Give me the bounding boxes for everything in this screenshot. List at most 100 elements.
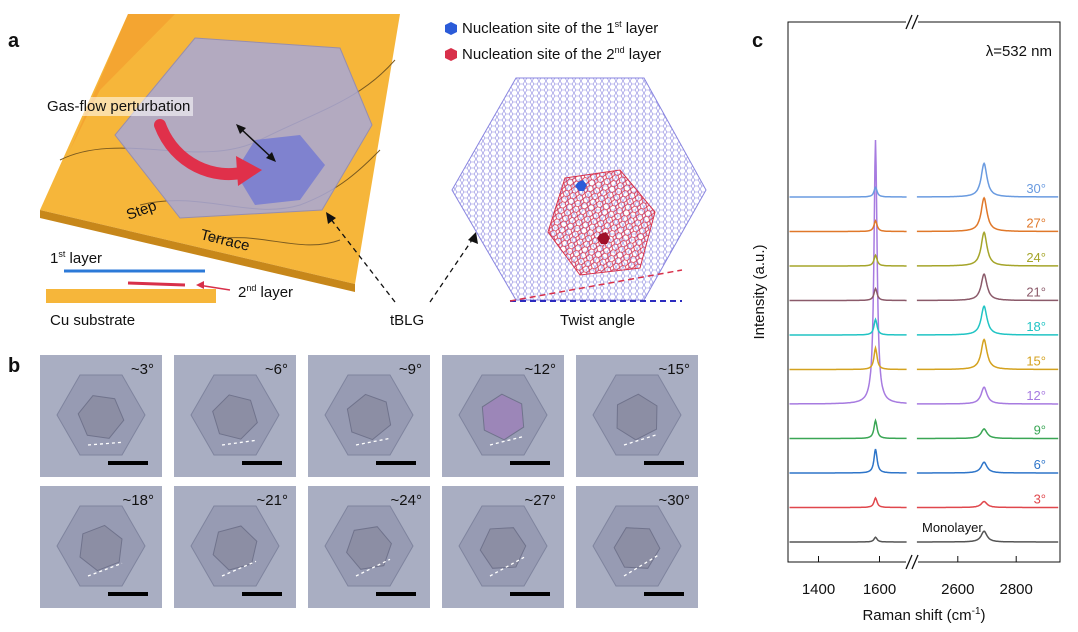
panel-a-illustration [40, 14, 707, 303]
series-label: 12° [1026, 388, 1046, 403]
twist-marker-line [87, 562, 123, 577]
layer2-label: 2nd layer [238, 283, 294, 302]
twist-angle-label: Twist angle [560, 312, 636, 329]
second-layer-hexagon [77, 395, 125, 439]
scale-bar [376, 592, 416, 596]
second-layer-hexagon [235, 135, 325, 205]
raman-series-line [916, 461, 1059, 474]
y-axis-label: Intensity (a.u.) [751, 244, 768, 339]
second-layer-hexagon [79, 524, 123, 572]
series-label: 21° [1026, 285, 1046, 300]
second-layer-hexagon [212, 525, 258, 571]
raman-series-line [789, 286, 907, 302]
raman-series-line [916, 272, 1059, 302]
x-tick-label: 2800 [1000, 581, 1033, 598]
raman-series-line [916, 162, 1059, 198]
nucleation-site-1 [575, 180, 587, 191]
series-label: 3° [1034, 492, 1046, 507]
twist-marker-line [623, 554, 659, 577]
tile-image [56, 505, 146, 587]
tile-angle-label: ~9° [398, 361, 422, 378]
tile-angle-label: ~24° [390, 492, 422, 509]
tile-image [324, 505, 414, 587]
tile-angle-label: ~6° [264, 361, 288, 378]
optical-image-tile: ~15° [576, 355, 698, 477]
x-tick-label: 1600 [863, 581, 896, 598]
second-layer-hexagon [346, 526, 392, 570]
legend-item-1: Nucleation site of the 1st layer [462, 19, 659, 38]
raman-series-line [789, 345, 907, 371]
raman-series-line [789, 219, 907, 233]
series-label: 30° [1026, 181, 1046, 196]
optical-image-tile: ~3° [40, 355, 162, 477]
x-axis-label: Raman shift (cm-1) [862, 606, 985, 624]
axis-break-mark [905, 14, 913, 30]
tile-angle-label: ~12° [524, 361, 556, 378]
raman-series-line [916, 428, 1059, 440]
second-layer-hexagon [613, 527, 661, 569]
raman-series-line [916, 530, 1059, 543]
optical-image-tile: ~27° [442, 486, 564, 608]
series-label: 18° [1026, 319, 1046, 334]
twist-marker-line [221, 560, 257, 577]
scale-bar [108, 592, 148, 596]
tile-angle-label: ~18° [122, 492, 154, 509]
chart-title: λ=532 nm [986, 43, 1052, 60]
axis-break-gap [906, 554, 918, 570]
legend-marker-2 [445, 48, 457, 61]
tblg-arrow-right [429, 239, 473, 303]
legend-marker-1 [445, 22, 457, 35]
distance-arrow [239, 127, 273, 159]
raman-series-line [789, 139, 907, 405]
raman-series-line [789, 317, 907, 336]
scale-bar [376, 461, 416, 465]
legend-item-2: Nucleation site of the 2nd layer [462, 45, 662, 64]
second-layer-hexagon [212, 394, 258, 440]
tblg-label: tBLG [390, 312, 425, 329]
second-layer-hexagon [616, 393, 658, 441]
second-layer-hexagon [346, 393, 392, 441]
x-tick-label: 2600 [941, 581, 974, 598]
raman-series-line [789, 253, 907, 267]
tile-angle-label: ~21° [256, 492, 288, 509]
series-label: Monolayer [922, 520, 983, 535]
x-tick-label: 1400 [802, 581, 835, 598]
raman-series-line [916, 500, 1059, 509]
optical-image-tile: ~12° [442, 355, 564, 477]
second-layer-hexagon [479, 527, 527, 569]
tile-angle-label: ~30° [658, 492, 690, 509]
optical-image-tile: ~9° [308, 355, 430, 477]
twist-marker-line [355, 558, 391, 577]
series-label: 9° [1034, 423, 1046, 438]
gas-flow-label: Gas-flow perturbation [44, 97, 194, 116]
series-label: 15° [1026, 354, 1046, 369]
optical-image-tile: ~6° [174, 355, 296, 477]
step-line [209, 237, 341, 246]
tile-image [56, 374, 146, 456]
optical-image-tile: ~30° [576, 486, 698, 608]
second-layer-hexagon [481, 393, 525, 441]
axis-break-mark [911, 14, 919, 30]
twist-axis-2 [509, 269, 683, 302]
optical-image-tile: ~24° [308, 486, 430, 608]
raman-series-line [916, 386, 1059, 405]
tile-angle-label: ~15° [658, 361, 690, 378]
raman-chart: Monolayer 3° 6° 9° 12° 15° 18° 21° 24° 27° 30° 140… [751, 14, 1061, 624]
cu-terrace-shade [70, 14, 175, 150]
raman-series-line [789, 185, 907, 198]
tile-image [190, 374, 280, 456]
panel-label-c: c [752, 30, 764, 52]
panel-label-b: b [8, 355, 21, 377]
layer2-line [127, 281, 186, 287]
axis-break-mark [905, 554, 913, 570]
series-label: 27° [1026, 216, 1046, 231]
tile-angle-label: ~3° [130, 361, 154, 378]
raman-series-line [789, 496, 907, 509]
tile-image [458, 505, 548, 587]
raman-series-line [916, 304, 1059, 336]
twist-marker-line [489, 556, 525, 577]
tile-image [592, 374, 682, 456]
scale-bar [510, 461, 550, 465]
raman-series-line [789, 536, 907, 543]
scale-bar [644, 461, 684, 465]
